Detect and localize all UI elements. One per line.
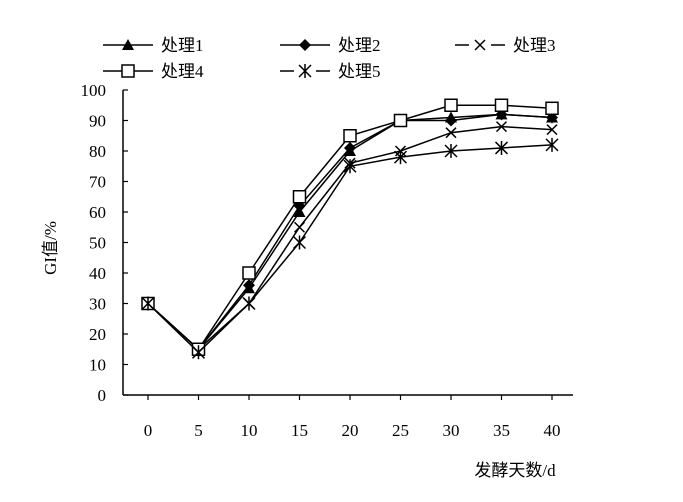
data-point	[343, 159, 357, 174]
y-tick-label: 0	[98, 386, 107, 405]
legend: 处理1 处理2 处理3 处理4 处理5	[103, 36, 556, 81]
y-tick-label: 40	[89, 264, 106, 283]
x-tick-label: 35	[493, 421, 510, 440]
data-point	[393, 150, 408, 165]
data-point	[243, 279, 255, 292]
y-tick-label: 30	[89, 295, 106, 314]
data-point	[445, 114, 457, 127]
x-tick-label: 15	[291, 421, 308, 440]
series-4	[141, 98, 559, 356]
data-point	[494, 140, 509, 155]
legend-marker	[121, 64, 135, 78]
data-point	[495, 121, 508, 133]
data-point	[494, 98, 509, 112]
axes: 0 10 20 30 40 50 60 70 80 90 100 0 5 10 15 20 25 30 35 40	[81, 81, 573, 440]
series-line	[147, 144, 553, 354]
x-tick-label: 10	[241, 421, 258, 440]
legend-marker	[299, 39, 311, 51]
data-point	[444, 144, 458, 158]
legend-label: 处理4	[161, 62, 204, 81]
data-point	[242, 296, 256, 311]
legend-label: 处理3	[513, 36, 556, 55]
data-point	[242, 266, 256, 280]
y-tick-label: 70	[89, 173, 106, 192]
legend-marker	[474, 39, 486, 51]
y-tick-label: 80	[89, 142, 106, 161]
legend-marker	[298, 64, 312, 78]
x-tick-label: 0	[144, 421, 153, 440]
data-point	[545, 137, 559, 152]
y-tick-label: 90	[89, 112, 106, 131]
legend-item: 处理1	[103, 36, 204, 55]
data-point	[546, 124, 558, 136]
series-3	[142, 121, 558, 355]
y-tick-label: 100	[81, 81, 107, 100]
data-point	[445, 127, 457, 139]
x-tick-label: 5	[194, 421, 203, 440]
data-point	[343, 129, 357, 143]
legend-label: 处理5	[338, 62, 381, 81]
data-point	[292, 190, 307, 204]
y-tick-label: 10	[89, 356, 106, 375]
x-tick-label: 20	[342, 421, 359, 440]
y-axis-title: GI值/%	[41, 221, 60, 275]
data-point	[191, 345, 206, 360]
series-2	[142, 108, 558, 356]
y-tick-label: 50	[89, 234, 106, 253]
legend-item: 处理3	[455, 36, 556, 55]
legend-label: 处理2	[338, 36, 381, 55]
x-tick-label: 40	[544, 421, 561, 440]
data-point	[444, 98, 458, 112]
legend-marker	[122, 39, 134, 50]
data-point	[293, 221, 306, 233]
x-tick-label: 25	[392, 421, 409, 440]
data-point	[393, 113, 408, 128]
x-axis-title: 发酵天数/d	[474, 461, 556, 480]
series-5	[141, 137, 559, 360]
data-point	[292, 235, 307, 250]
data-point	[545, 101, 559, 116]
legend-item: 处理5	[280, 62, 381, 81]
legend-item: 处理2	[280, 36, 381, 55]
x-tick-label: 30	[443, 421, 460, 440]
series-layer	[141, 98, 559, 360]
y-tick-label: 20	[89, 325, 106, 344]
y-tick-label: 60	[89, 203, 106, 222]
legend-item: 处理4	[103, 62, 204, 81]
data-point	[344, 141, 356, 154]
legend-label: 处理1	[161, 36, 204, 55]
data-point	[141, 296, 155, 311]
